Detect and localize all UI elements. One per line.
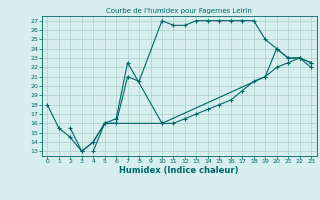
Title: Courbe de l'humidex pour Fagernes Leirin: Courbe de l'humidex pour Fagernes Leirin xyxy=(106,8,252,14)
X-axis label: Humidex (Indice chaleur): Humidex (Indice chaleur) xyxy=(119,166,239,175)
